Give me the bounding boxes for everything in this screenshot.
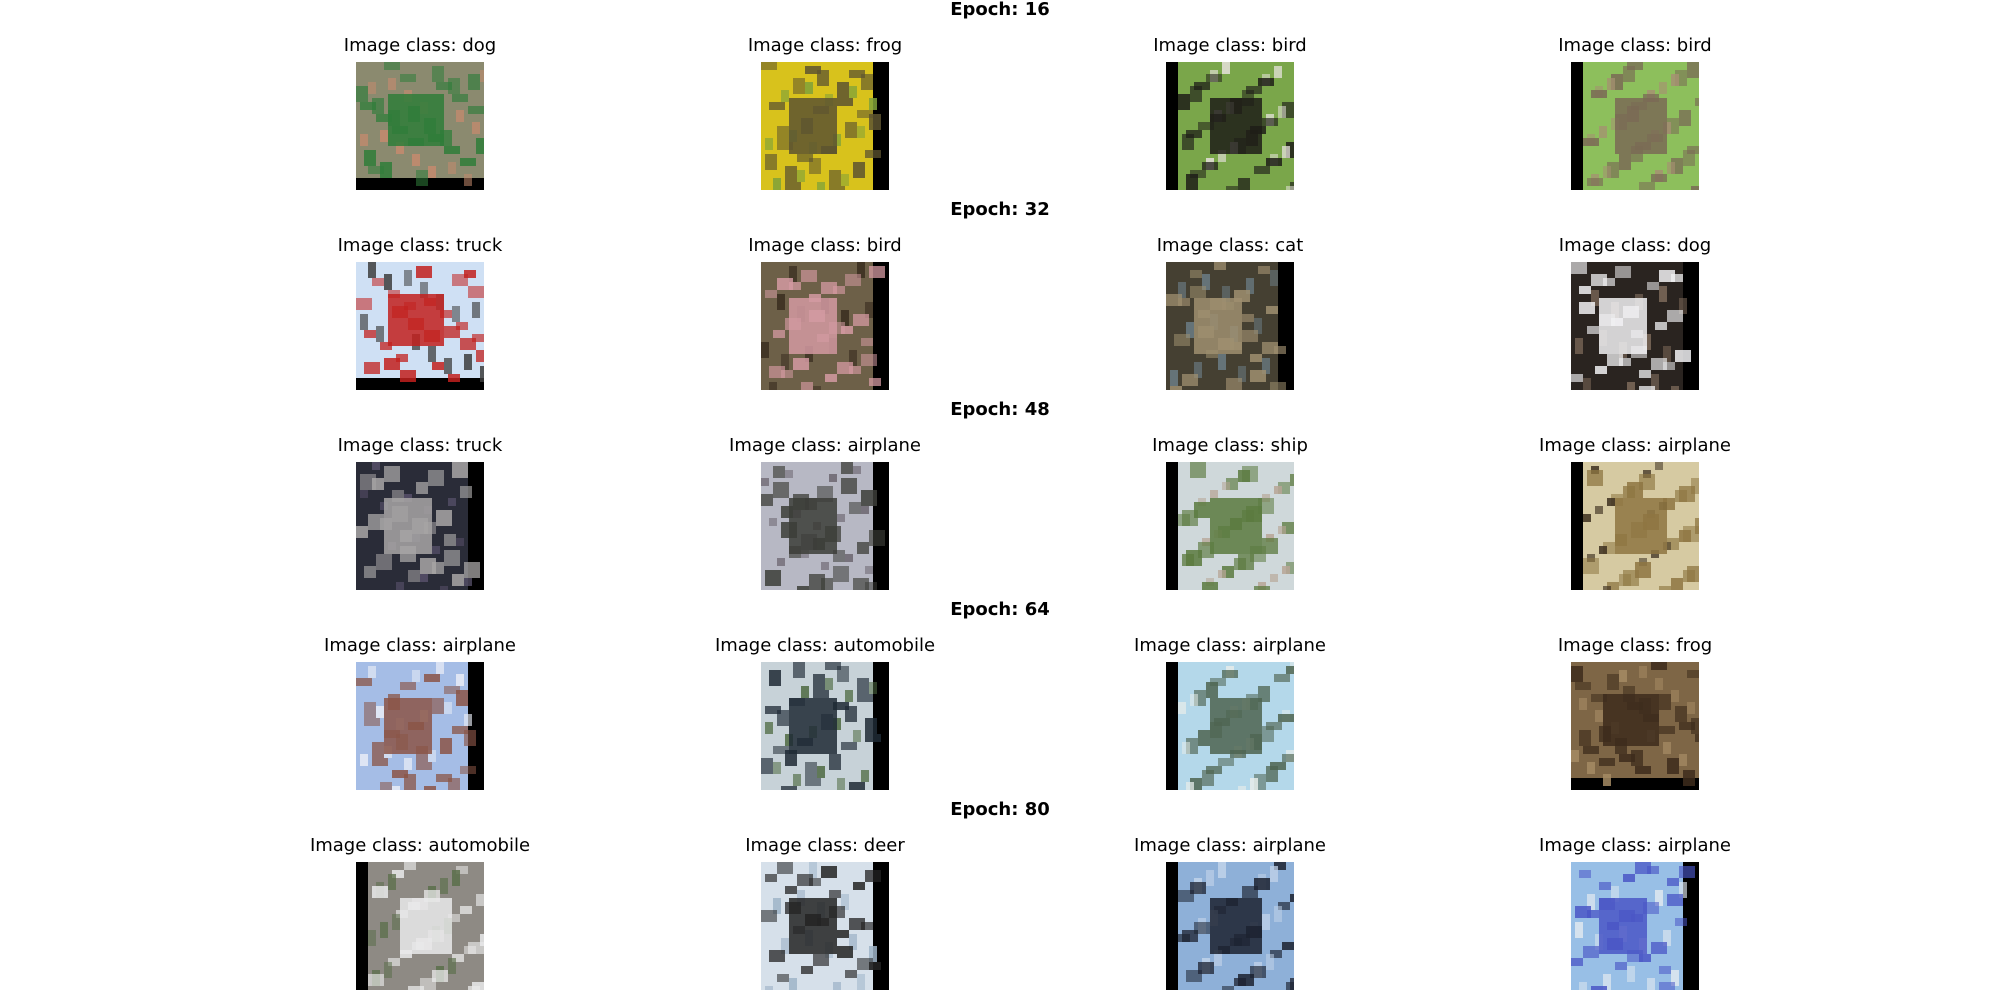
image-caption: Image class: cat <box>1156 235 1304 256</box>
sample-image <box>761 262 889 390</box>
sample-image <box>761 62 889 190</box>
sample-image <box>1571 662 1699 790</box>
image-caption: Image class: deer <box>745 835 905 856</box>
sample-image <box>1571 62 1699 190</box>
image-caption: Image class: airplane <box>324 635 516 656</box>
image-caption: Image class: frog <box>1557 635 1713 656</box>
image-caption: Image class: bird <box>748 235 902 256</box>
image-caption: Image class: airplane <box>729 435 921 456</box>
image-caption: Image class: truck <box>337 435 503 456</box>
image-caption: Image class: airplane <box>1134 635 1326 656</box>
sample-image <box>761 462 889 590</box>
sample-image <box>1166 862 1294 990</box>
sample-image <box>1571 862 1699 990</box>
sample-image <box>356 262 484 390</box>
sample-image <box>1166 662 1294 790</box>
image-caption: Image class: airplane <box>1539 435 1731 456</box>
sample-image <box>1166 62 1294 190</box>
sample-image <box>1571 262 1699 390</box>
image-caption: Image class: automobile <box>309 835 531 856</box>
epoch-title: Epoch: 16 <box>950 0 1050 20</box>
image-caption: Image class: frog <box>747 35 903 56</box>
epoch-title: Epoch: 32 <box>950 199 1050 220</box>
sample-image <box>761 862 889 990</box>
sample-image <box>761 662 889 790</box>
image-caption: Image class: dog <box>1558 235 1712 256</box>
epoch-title: Epoch: 48 <box>950 399 1050 420</box>
image-caption: Image class: truck <box>337 235 503 256</box>
sample-image <box>1166 462 1294 590</box>
epoch-title: Epoch: 80 <box>950 799 1050 820</box>
sample-image <box>356 862 484 990</box>
image-caption: Image class: dog <box>343 35 497 56</box>
image-caption: Image class: bird <box>1153 35 1307 56</box>
epoch-title: Epoch: 64 <box>950 599 1050 620</box>
image-caption: Image class: airplane <box>1539 835 1731 856</box>
image-caption: Image class: airplane <box>1134 835 1326 856</box>
sample-image <box>356 662 484 790</box>
sample-image <box>356 462 484 590</box>
image-caption: Image class: automobile <box>714 635 936 656</box>
sample-image <box>1571 462 1699 590</box>
sample-image <box>356 62 484 190</box>
image-caption: Image class: ship <box>1152 435 1308 456</box>
sample-image <box>1166 262 1294 390</box>
image-caption: Image class: bird <box>1558 35 1712 56</box>
